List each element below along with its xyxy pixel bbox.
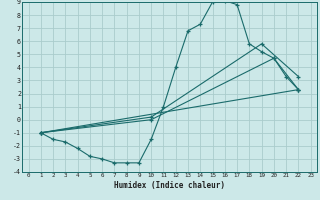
X-axis label: Humidex (Indice chaleur): Humidex (Indice chaleur) [114,181,225,190]
